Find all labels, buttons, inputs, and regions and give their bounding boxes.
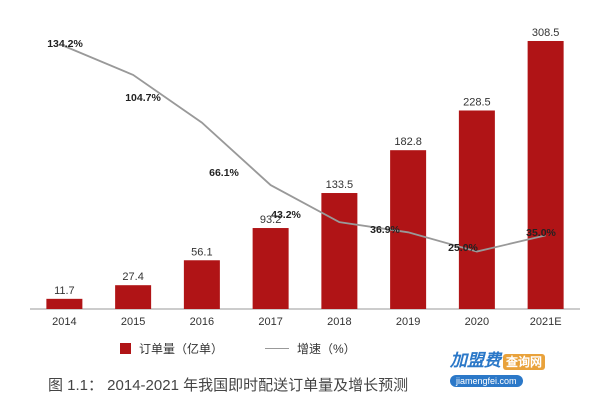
watermark-logo: 加盟费 查询网 jiamengfei.com	[450, 346, 570, 390]
bar	[46, 298, 83, 309]
x-tick-label: 2014	[52, 316, 76, 328]
x-tick-label: 2018	[327, 316, 351, 328]
bar-value-label: 27.4	[122, 271, 143, 283]
x-tick-label: 2020	[465, 316, 489, 328]
legend-line-label: 增速（%）	[297, 342, 356, 356]
x-tick-label: 2017	[258, 316, 282, 328]
bar-value-label: 228.5	[463, 96, 491, 108]
watermark-url: jiamengfei.com	[450, 375, 523, 387]
growth-data-label: 43.2%	[271, 209, 301, 221]
figure-caption: 图 1.1： 2014-2021 年我国即时配送订单量及增长预测	[48, 377, 409, 394]
growth-line	[64, 45, 546, 253]
x-tick-label: 2015	[121, 316, 145, 328]
legend-bar-label: 订单量（亿单）	[139, 342, 224, 356]
bar-value-label: 308.5	[532, 27, 560, 39]
legend: 订单量（亿单） 增速（%）	[120, 340, 356, 357]
growth-data-label: 36.9%	[370, 224, 400, 236]
growth-data-label: 134.2%	[47, 38, 83, 50]
bar-value-label: 133.5	[326, 179, 354, 191]
x-tick-label: 2016	[190, 316, 214, 328]
bar-value-label: 182.8	[394, 136, 422, 148]
watermark-box-text: 查询网	[503, 354, 546, 370]
growth-data-label: 25.0%	[448, 242, 478, 254]
bar	[115, 285, 152, 309]
bar	[527, 40, 564, 309]
x-tick-label: 2019	[396, 316, 420, 328]
bar	[390, 150, 427, 309]
bar-value-label: 93.2	[260, 214, 281, 226]
bar-value-label: 11.7	[54, 285, 75, 297]
watermark-top-text: 加盟费	[450, 351, 501, 370]
x-tick-label: 2021E	[530, 316, 562, 328]
growth-data-label: 66.1%	[209, 167, 239, 179]
bar	[458, 110, 495, 309]
bar	[183, 260, 220, 309]
legend-line-swatch	[265, 348, 290, 349]
legend-bar-swatch	[120, 343, 131, 354]
bar-value-label: 56.1	[191, 246, 212, 258]
growth-data-label: 104.7%	[125, 92, 161, 104]
bar	[252, 228, 289, 309]
bar	[321, 193, 358, 309]
growth-data-label: 35.0%	[526, 227, 556, 239]
